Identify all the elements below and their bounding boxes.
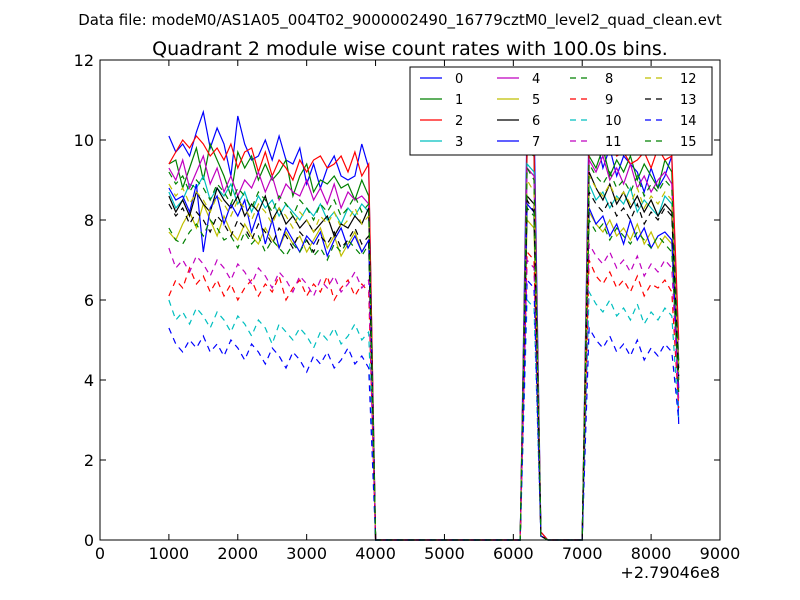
legend-label-6: 6 xyxy=(532,114,540,129)
x-tick-label: 2000 xyxy=(217,544,258,563)
legend-label-0: 0 xyxy=(455,72,463,87)
legend-label-3: 3 xyxy=(455,135,463,150)
legend-label-7: 7 xyxy=(532,135,540,150)
legend-label-4: 4 xyxy=(532,72,540,87)
y-tick-label: 2 xyxy=(84,451,94,470)
legend-label-2: 2 xyxy=(455,114,463,129)
series-line-10 xyxy=(168,289,680,541)
chart-suptitle: Data file: modeM0/AS1A05_004T02_90000024… xyxy=(78,11,722,30)
legend-label-14: 14 xyxy=(680,114,697,129)
x-offset-label: +2.79046e8 xyxy=(620,563,720,582)
series-line-3 xyxy=(168,162,680,541)
x-tick-label: 5000 xyxy=(424,544,465,563)
series-layer xyxy=(168,109,680,541)
x-tick-label: 8000 xyxy=(631,544,672,563)
series-line-2 xyxy=(168,134,680,541)
x-tick-label: 9000 xyxy=(700,544,741,563)
legend-label-5: 5 xyxy=(532,93,540,108)
y-tick-label: 4 xyxy=(84,371,94,390)
series-line-13 xyxy=(168,189,680,541)
x-tick-label: 3000 xyxy=(286,544,327,563)
series-line-6 xyxy=(168,171,680,541)
y-tick-label: 10 xyxy=(74,131,94,150)
x-axis: 0 1000 2000 3000 4000 5000 6000 7000 8000 9000 xyxy=(95,60,740,563)
y-tick-label: 6 xyxy=(84,291,94,310)
x-tick-label: 0 xyxy=(95,544,105,563)
x-tick-label: 6000 xyxy=(493,544,534,563)
chart-title: Quadrant 2 module wise count rates with … xyxy=(152,38,668,60)
legend-label-13: 13 xyxy=(680,93,697,108)
x-tick-label: 4000 xyxy=(355,544,396,563)
legend-label-10: 10 xyxy=(605,114,622,129)
x-tick-label: 1000 xyxy=(149,544,190,563)
legend-box xyxy=(409,66,713,156)
series-line-4 xyxy=(168,154,680,541)
y-tick-label: 12 xyxy=(74,51,94,70)
legend-label-15: 15 xyxy=(680,135,697,150)
legend-label-11: 11 xyxy=(605,135,622,150)
series-line-7 xyxy=(168,183,680,541)
y-tick-label: 0 xyxy=(84,531,94,550)
series-line-9 xyxy=(168,250,680,541)
y-tick-label: 8 xyxy=(84,211,94,230)
series-line-5 xyxy=(168,202,680,541)
legend-label-1: 1 xyxy=(455,93,463,108)
series-line-11 xyxy=(168,241,680,541)
legend-label-8: 8 xyxy=(605,72,613,87)
series-line-15 xyxy=(168,161,680,541)
legend-label-12: 12 xyxy=(680,72,697,87)
x-tick-label: 7000 xyxy=(562,544,603,563)
series-line-8 xyxy=(168,206,680,541)
legend-label-9: 9 xyxy=(605,93,613,108)
series-line-14 xyxy=(168,278,680,541)
